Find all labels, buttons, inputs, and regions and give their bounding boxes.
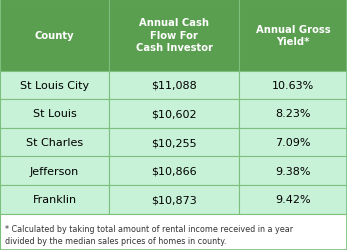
Text: * Calculated by taking total amount of rental income received in a year
divided : * Calculated by taking total amount of r… bbox=[5, 224, 293, 244]
Text: $10,602: $10,602 bbox=[152, 109, 197, 119]
Bar bbox=[109, 71, 239, 100]
Text: $10,866: $10,866 bbox=[152, 166, 197, 176]
Text: St Charles: St Charles bbox=[26, 138, 83, 147]
Bar bbox=[0, 100, 109, 128]
Bar bbox=[109, 185, 239, 214]
Text: 7.09%: 7.09% bbox=[276, 138, 311, 147]
Text: Annual Cash
Flow For
Cash Investor: Annual Cash Flow For Cash Investor bbox=[136, 18, 213, 53]
Bar bbox=[109, 100, 239, 128]
Text: 8.23%: 8.23% bbox=[276, 109, 311, 119]
Text: $11,088: $11,088 bbox=[152, 80, 197, 90]
Text: $10,873: $10,873 bbox=[152, 194, 197, 204]
Text: $10,255: $10,255 bbox=[152, 138, 197, 147]
Bar bbox=[239, 157, 347, 185]
Bar bbox=[239, 100, 347, 128]
Text: 10.63%: 10.63% bbox=[272, 80, 314, 90]
Text: 9.42%: 9.42% bbox=[276, 194, 311, 204]
Text: Franklin: Franklin bbox=[33, 194, 77, 204]
Bar bbox=[0, 71, 109, 100]
Bar bbox=[0, 128, 109, 157]
Bar bbox=[239, 71, 347, 100]
Bar bbox=[109, 0, 239, 71]
Text: County: County bbox=[35, 31, 75, 40]
Text: St Louis: St Louis bbox=[33, 109, 77, 119]
Bar bbox=[0, 185, 109, 214]
Text: St Louis City: St Louis City bbox=[20, 80, 89, 90]
Bar bbox=[109, 128, 239, 157]
Bar bbox=[0, 157, 109, 185]
Bar bbox=[239, 185, 347, 214]
Text: Annual Gross
Yield*: Annual Gross Yield* bbox=[256, 24, 331, 47]
Text: 9.38%: 9.38% bbox=[276, 166, 311, 176]
Bar bbox=[109, 157, 239, 185]
Text: Jefferson: Jefferson bbox=[30, 166, 79, 176]
Bar bbox=[239, 128, 347, 157]
Bar bbox=[0, 0, 109, 71]
Bar bbox=[0, 214, 347, 250]
Bar bbox=[239, 0, 347, 71]
